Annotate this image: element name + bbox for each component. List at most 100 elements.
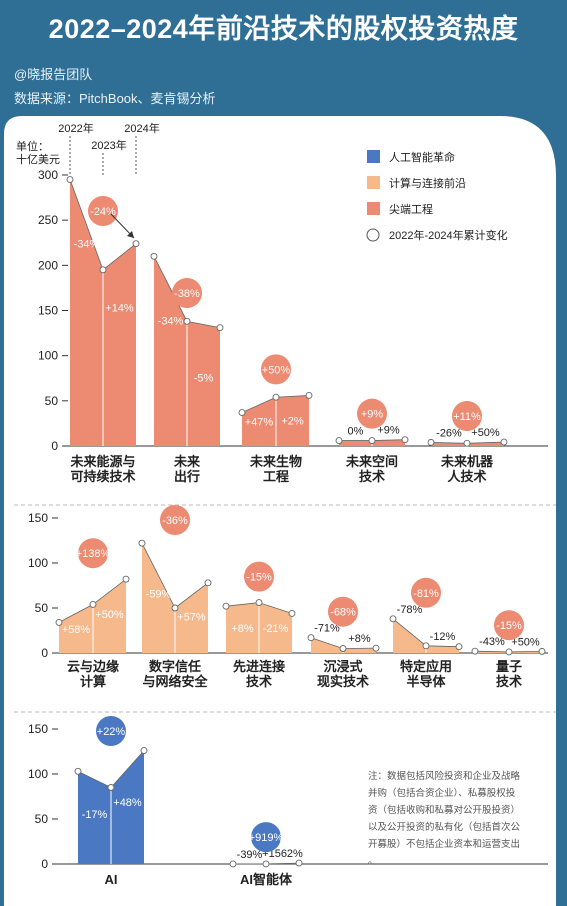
change-label: -26% bbox=[436, 427, 462, 439]
data-point bbox=[538, 647, 546, 655]
category-label: 出行 bbox=[174, 469, 200, 484]
data-point bbox=[238, 409, 246, 417]
data-point bbox=[272, 393, 280, 401]
change-label: +50% bbox=[511, 636, 540, 648]
area-fill bbox=[311, 637, 376, 653]
change-label: -17% bbox=[82, 809, 108, 821]
data-point bbox=[505, 648, 513, 656]
legend-label: 2022年-2024年累计变化 bbox=[389, 228, 508, 242]
legend-label: 人工智能革命 bbox=[389, 150, 455, 164]
change-label: +47% bbox=[245, 417, 274, 429]
y-tick-label: 300 bbox=[38, 168, 58, 182]
chart-3: 0 50 100 150 -17% +48% +22% AI -39% +1562% +919% AI… bbox=[28, 716, 548, 887]
category-label: 计算 bbox=[80, 674, 106, 689]
data-point bbox=[427, 438, 435, 446]
total-change-label: -15% bbox=[246, 572, 272, 584]
data-point bbox=[339, 645, 347, 652]
data-point bbox=[122, 575, 130, 583]
data-point bbox=[74, 767, 82, 775]
total-change-label: -81% bbox=[413, 588, 439, 600]
total-change-label: -68% bbox=[330, 607, 356, 619]
category-label: AI智能体 bbox=[240, 872, 293, 887]
category-label: 技术 bbox=[246, 674, 272, 689]
change-label: -12% bbox=[430, 631, 456, 643]
y-tick-label: 100 bbox=[28, 556, 48, 570]
change-label: -78% bbox=[397, 604, 423, 616]
change-label: +8% bbox=[348, 633, 371, 645]
data-point bbox=[368, 437, 376, 445]
year-label: 2024年 bbox=[124, 121, 159, 135]
category-label: 技术 bbox=[359, 469, 385, 484]
change-label: +1562% bbox=[262, 848, 303, 860]
total-change-badge bbox=[452, 401, 482, 432]
total-change-badge bbox=[88, 196, 118, 226]
category-label: 量子 bbox=[496, 659, 522, 674]
change-label: -34% bbox=[158, 315, 184, 327]
change-label: -5% bbox=[194, 373, 214, 385]
change-label: +14% bbox=[105, 303, 134, 315]
panel-background bbox=[4, 116, 556, 906]
category-label: 与网络安全 bbox=[142, 674, 208, 689]
data-point bbox=[389, 615, 397, 623]
page-title: 2022–2024年前沿技术的股权投资热度 bbox=[48, 14, 519, 44]
category-label: 可持续技术 bbox=[70, 469, 135, 484]
y-tick-label: 150 bbox=[28, 511, 48, 525]
data-point bbox=[455, 643, 463, 651]
category-label: 未来空间 bbox=[345, 454, 398, 469]
total-change-badge bbox=[494, 610, 524, 641]
category-label: 未来 bbox=[173, 454, 201, 469]
total-change-badge bbox=[78, 538, 108, 569]
data-point bbox=[138, 539, 146, 547]
data-point bbox=[307, 634, 315, 642]
y-tick-label: 50 bbox=[45, 394, 59, 408]
total-change-badge bbox=[96, 716, 126, 746]
footnote: 注：数据包括风险投资和企业及战略并购（包括合资企业）、私募股权投资（包括收购和私… bbox=[368, 770, 521, 867]
data-point bbox=[171, 604, 179, 612]
change-label: -43% bbox=[479, 636, 505, 648]
data-point bbox=[262, 860, 270, 868]
y-tick-label: 250 bbox=[38, 213, 58, 227]
category-label: 先进连接 bbox=[233, 659, 285, 674]
change-label: +8% bbox=[231, 623, 254, 635]
annotation-arrowhead bbox=[127, 231, 134, 238]
y-tick-label: 200 bbox=[38, 258, 58, 272]
category-label: 技术 bbox=[496, 674, 522, 689]
change-label: +2% bbox=[281, 416, 304, 428]
change-label: +9% bbox=[377, 425, 400, 437]
legend-swatch bbox=[367, 202, 380, 215]
category-label: 半导体 bbox=[406, 674, 446, 689]
total-change-badge bbox=[261, 354, 291, 385]
data-point bbox=[471, 647, 479, 655]
y-tick-label: 0 bbox=[51, 439, 58, 453]
author-label: @晓报告团队 bbox=[14, 67, 93, 82]
total-change-label: +22% bbox=[97, 726, 126, 738]
change-label: -21% bbox=[263, 623, 289, 635]
total-change-badge bbox=[251, 822, 281, 853]
footnote-line: 并购（包括合资企业）、私募股权投 bbox=[368, 787, 516, 799]
total-change-label: +11% bbox=[453, 411, 481, 423]
chart-1: 0 50 100 150 200 250 300 单位：十亿美元 2022年 2023年 2024年… bbox=[16, 121, 548, 484]
data-point bbox=[500, 438, 508, 446]
category-label: 未来生物 bbox=[249, 454, 302, 469]
y-tick-label: 150 bbox=[28, 722, 48, 736]
total-change-label: +50% bbox=[262, 364, 291, 376]
footnote-line: 以及公开投资的私有化（包括首次公 bbox=[368, 821, 521, 833]
legend-marker bbox=[366, 228, 380, 242]
legend-item: 人工智能革命 bbox=[367, 150, 455, 164]
data-point bbox=[295, 859, 303, 867]
legend-item: 2022年-2024年累计变化 bbox=[366, 228, 508, 242]
data-point bbox=[66, 176, 74, 183]
unit-label: 单位： bbox=[16, 139, 49, 153]
category-group: -17% +48% +22% AI bbox=[74, 716, 148, 887]
change-label: -39% bbox=[237, 849, 263, 861]
